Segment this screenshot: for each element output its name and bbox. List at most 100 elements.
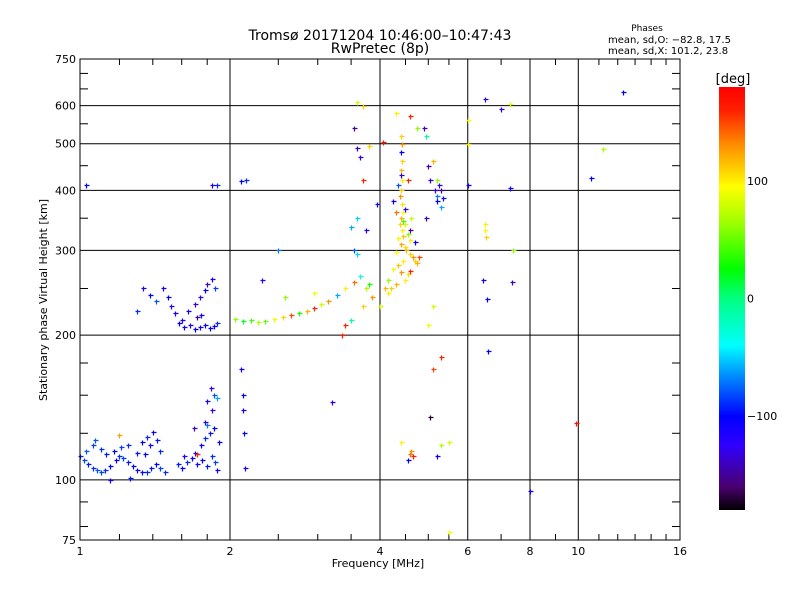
data-point — [135, 309, 141, 315]
data-point — [145, 435, 151, 441]
point-marker — [215, 321, 221, 327]
data-point — [483, 97, 489, 103]
data-point — [483, 228, 489, 234]
point-marker — [161, 286, 167, 292]
point-marker — [182, 454, 188, 460]
point-marker — [154, 462, 160, 468]
point-marker — [508, 186, 514, 192]
data-point — [180, 466, 186, 472]
data-point — [621, 90, 627, 96]
x-tick-label: 6 — [464, 545, 471, 558]
data-point — [375, 202, 381, 208]
data-point — [193, 302, 199, 308]
point-marker — [203, 436, 209, 442]
data-point — [108, 464, 114, 470]
data-point — [352, 280, 358, 286]
data-point — [343, 323, 349, 329]
data-point — [340, 333, 346, 339]
point-marker — [355, 252, 361, 258]
point-marker — [195, 452, 201, 458]
point-marker — [466, 183, 472, 189]
data-point — [158, 449, 164, 455]
data-point — [370, 295, 376, 301]
data-point — [352, 126, 358, 132]
y-tick-label: 500 — [55, 138, 76, 151]
data-point — [406, 232, 412, 238]
point-marker — [394, 250, 400, 256]
point-marker — [401, 234, 407, 240]
data-point — [422, 126, 428, 132]
point-marker — [399, 134, 405, 140]
point-marker — [190, 456, 196, 462]
data-point — [198, 295, 204, 301]
data-point — [409, 216, 415, 222]
point-marker — [241, 393, 247, 399]
point-marker — [400, 142, 406, 148]
data-point — [203, 420, 209, 426]
data-point — [180, 318, 186, 324]
data-point — [508, 186, 514, 192]
point-marker — [112, 449, 118, 455]
point-marker — [399, 188, 405, 194]
point-marker — [431, 367, 437, 373]
colorbar-tick-label: 0 — [747, 293, 754, 306]
data-point — [205, 464, 211, 470]
data-point — [364, 228, 370, 234]
data-point — [447, 440, 453, 446]
data-point — [95, 468, 101, 474]
point-marker — [409, 216, 415, 222]
point-marker — [411, 255, 417, 261]
data-point — [435, 194, 441, 200]
point-marker — [431, 159, 437, 165]
point-marker — [260, 278, 266, 284]
point-marker — [367, 144, 373, 150]
point-marker — [312, 306, 318, 312]
grid-lines — [80, 59, 680, 540]
data-point — [601, 147, 607, 153]
x-tick-label: 1 — [77, 545, 84, 558]
point-marker — [145, 435, 151, 441]
point-marker — [99, 447, 105, 453]
point-marker — [511, 248, 517, 254]
y-tick-label: 200 — [55, 329, 76, 342]
point-marker — [508, 102, 514, 108]
data-point — [431, 367, 437, 373]
colorbar-tick-label: −100 — [747, 410, 777, 423]
data-point — [263, 319, 269, 325]
data-point — [399, 270, 405, 276]
data-point — [82, 458, 88, 464]
point-marker — [386, 291, 392, 297]
data-point — [355, 100, 361, 106]
point-marker — [244, 178, 250, 184]
point-marker — [195, 462, 201, 468]
data-point — [386, 291, 392, 297]
data-point — [99, 470, 105, 476]
point-marker — [381, 140, 387, 146]
point-marker — [319, 302, 325, 308]
data-point — [396, 236, 402, 242]
point-marker — [93, 438, 99, 444]
point-marker — [209, 386, 215, 392]
data-point — [352, 248, 358, 254]
point-marker — [408, 228, 414, 234]
data-point — [398, 222, 404, 228]
data-point — [408, 238, 414, 244]
data-point — [195, 452, 201, 458]
data-point — [243, 466, 249, 472]
data-point — [435, 199, 441, 205]
data-point — [177, 321, 183, 327]
data-point — [260, 278, 266, 284]
data-point — [403, 278, 409, 284]
data-point — [161, 286, 167, 292]
point-marker — [203, 420, 209, 426]
point-marker — [396, 236, 402, 242]
data-point — [439, 355, 445, 361]
data-point — [574, 421, 580, 427]
point-marker — [484, 235, 490, 241]
x-tick-label: 8 — [527, 545, 534, 558]
data-point — [148, 293, 154, 299]
data-point — [213, 460, 219, 466]
data-point — [367, 144, 373, 150]
data-point — [381, 140, 387, 146]
point-marker — [141, 286, 147, 292]
